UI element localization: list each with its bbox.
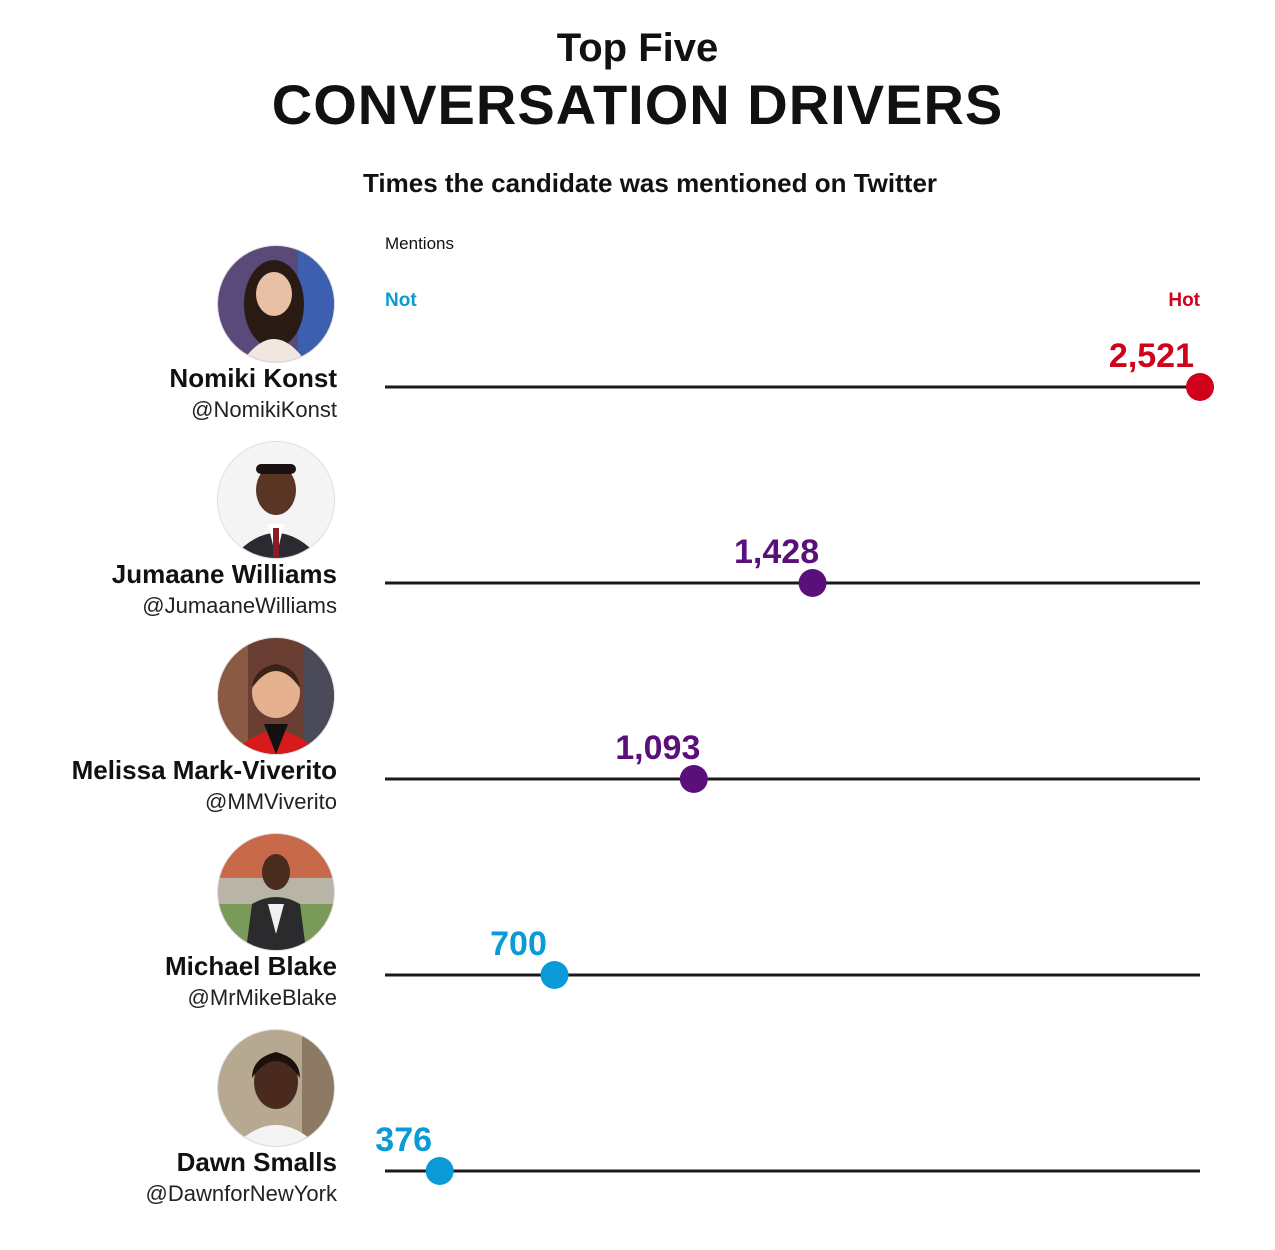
jumaane-williams-photo-icon	[217, 441, 335, 559]
candidate-handle: @MMViverito	[205, 789, 337, 814]
candidate-row: Jumaane Williams @JumaaneWilliams	[0, 441, 1275, 637]
melissa-mark-viverito-photo-icon	[217, 637, 335, 755]
candidate-handle: @DawnforNewYork	[145, 1181, 337, 1206]
candidate-handle: @MrMikeBlake	[187, 985, 337, 1010]
candidate-name: Melissa Mark-Viverito	[71, 755, 337, 785]
axis-high-label: Hot	[1168, 290, 1200, 311]
axis-low-label: Not	[385, 290, 417, 311]
candidate-name: Jumaane Williams	[111, 559, 337, 589]
candidate-handle: @NomikiKonst	[191, 397, 337, 422]
axis-label: Mentions	[385, 234, 454, 253]
nomiki-konst-photo-icon	[217, 245, 335, 363]
candidate-handle: @JumaaneWilliams	[142, 593, 337, 618]
chart-title-main: CONVERSATION DRIVERS	[271, 73, 1004, 136]
candidate-row: Melissa Mark-Viverito @MMViverito	[0, 637, 1275, 833]
candidate-name: Nomiki Konst	[169, 363, 337, 393]
chart-title-top: Top Five	[556, 26, 719, 70]
michael-blake-photo-icon	[217, 833, 335, 951]
candidate-name: Dawn Smalls	[176, 1147, 337, 1177]
candidate-row: Dawn Smalls @DawnforNewYork	[0, 1029, 1275, 1225]
candidate-row: Michael Blake @MrMikeBlake	[0, 833, 1275, 1029]
chart-subtitle: Times the candidate was mentioned on Twi…	[362, 168, 938, 198]
candidate-name: Michael Blake	[165, 951, 337, 981]
dawn-smalls-photo-icon	[217, 1029, 335, 1147]
candidate-row: Nomiki Konst @NomikiKonst	[0, 245, 1275, 441]
